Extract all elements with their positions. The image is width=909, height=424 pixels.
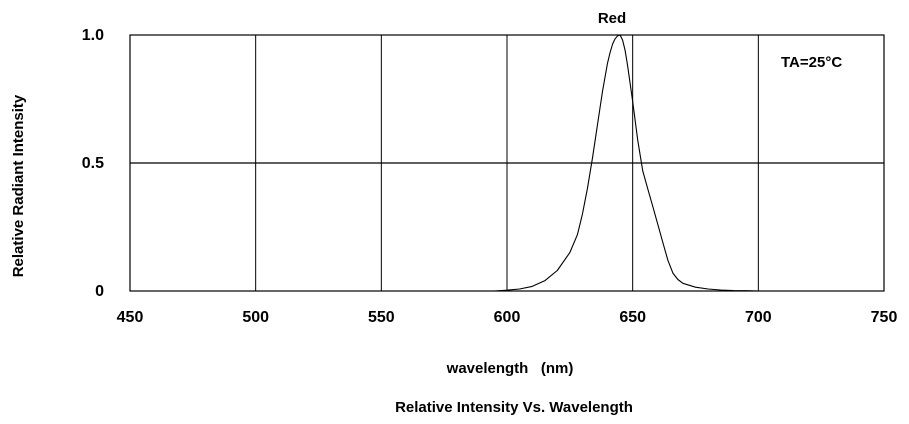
y-tick-label: 0.5 xyxy=(82,155,104,172)
tick-layer: 450 500 550 600 650 700 750 0 0.5 1.0 xyxy=(82,27,898,326)
plot-frame xyxy=(129,34,885,292)
chart-subtitle: Relative Intensity Vs. Wavelength xyxy=(395,399,633,416)
x-tick-label: 600 xyxy=(494,309,521,326)
x-tick-label: 450 xyxy=(117,309,144,326)
chart-title: Red xyxy=(598,10,626,27)
temperature-annotation: TA=25°C xyxy=(781,54,842,71)
y-tick-label: 0 xyxy=(95,283,104,300)
x-axis-label: wavelength (nm) xyxy=(446,360,574,377)
curve-layer xyxy=(494,34,759,292)
grid-layer xyxy=(130,35,884,291)
y-axis-label: Relative Radiant Intensity xyxy=(10,94,27,277)
spectrum-curve xyxy=(494,34,759,292)
x-tick-label: 700 xyxy=(745,309,772,326)
x-tick-label: 750 xyxy=(871,309,898,326)
x-tick-label: 550 xyxy=(368,309,395,326)
x-tick-label: 650 xyxy=(619,309,646,326)
x-tick-label: 500 xyxy=(242,309,269,326)
y-tick-label: 1.0 xyxy=(82,27,104,44)
